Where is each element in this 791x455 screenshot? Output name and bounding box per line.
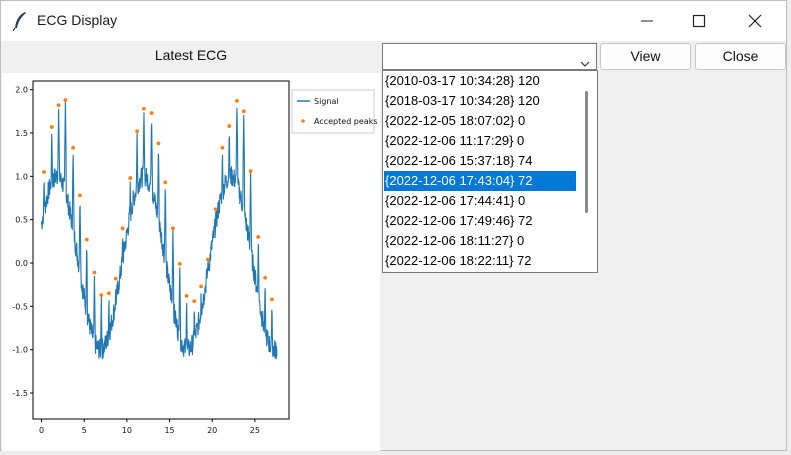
list-item-selected[interactable]: {2022-12-06 17:43:04} 72 [384,171,576,191]
latest-ecg-label: Latest ECG [154,47,228,63]
minimize-button[interactable] [621,1,673,41]
x-tick-label: 0 [39,426,44,435]
y-tick-label: 0.5 [15,216,28,225]
accepted-peak-marker [248,169,253,174]
accepted-peak-marker [78,193,82,198]
accepted-peak-marker [171,226,175,231]
accepted-peak-marker [206,257,210,262]
legend-peak-swatch [301,119,305,123]
accepted-peak-marker [256,235,261,239]
view-button[interactable]: View [600,43,691,70]
y-tick-label: -0.5 [12,302,28,311]
list-item[interactable]: {2022-12-06 15:37:18} 74 [385,153,533,168]
accepted-peak-marker [135,129,140,134]
list-item[interactable]: {2022-12-06 18:11:27} 0 [385,233,525,248]
accepted-peak-marker [92,270,97,275]
title-bar[interactable]: ECG Display [1,1,786,41]
accepted-peak-marker [120,226,125,231]
accepted-peak-marker [99,293,104,297]
ecg-chart-svg: 0 5 10 15 20 25 2.0 1.5 1.0 0.5 0.0 -0.5 -1.0 -1.5 Si… [12,80,378,435]
accepted-peak-marker [213,207,218,212]
accepted-peak-marker [56,103,61,108]
accepted-peak-marker [270,297,274,302]
list-item[interactable]: {2018-03-17 10:34:28} 120 [385,93,540,108]
y-tick-label: 1.0 [15,172,28,181]
list-item[interactable]: {2022-12-06 17:49:46} 72 [385,213,533,228]
plot-frame [32,80,290,420]
list-item[interactable]: {2022-12-06 17:44:41} 0 [385,193,526,208]
ecg-record-combobox[interactable] [382,43,597,70]
accepted-peak-marker [84,237,89,242]
feather-icon [11,11,29,32]
legend: Signal Accepted peaks [291,89,378,134]
accepted-peak-marker [199,284,204,289]
chevron-down-icon[interactable] [580,53,590,72]
close-icon [748,14,762,28]
list-item[interactable]: {2022-12-06 18:22:11} 72 [385,253,532,268]
y-tick-label: 2.0 [15,86,28,95]
list-item[interactable]: {2022-12-05 18:07:02} 0 [385,113,526,128]
accepted-peak-marker [227,124,232,128]
accepted-peak-marker [149,111,154,115]
accepted-peak-marker [107,291,111,296]
accepted-peak-marker [42,170,46,174]
y-tick-label: 0.0 [15,259,28,268]
accepted-peak-marker [177,261,182,266]
x-tick-label: 20 [207,426,217,435]
accepted-peak-marker [49,125,54,129]
x-tick-label: 5 [82,426,87,435]
accepted-peak-marker [71,145,76,150]
x-tick-label: 25 [250,426,260,435]
y-tick-label: -1.5 [12,389,28,398]
accepted-peak-marker [156,141,161,146]
legend-box [291,89,375,134]
ecg-plot: 0 5 10 15 20 25 2.0 1.5 1.0 0.5 0.0 -0.5 -1.0 -1.5 Si… [2,73,380,451]
maximize-icon [692,14,706,28]
accepted-peak-marker [63,98,68,102]
accepted-peak-marker [241,109,246,114]
accepted-peak-marker [235,99,239,103]
accepted-peak-marker [263,275,268,280]
list-item[interactable]: {2010-03-17 10:34:28} 120 [385,73,540,88]
accepted-peak-marker [192,299,197,304]
scrollbar-thumb[interactable] [585,91,588,213]
y-tick-label: -1.0 [12,346,28,355]
window-title: ECG Display [37,12,118,28]
signal-line [40,100,278,360]
x-tick-label: 15 [164,426,174,435]
accepted-peak-marker [220,145,225,150]
accepted-peak-marker [113,276,118,281]
y-tick-label: 1.5 [15,129,28,138]
close-button[interactable]: Close [695,43,786,70]
maximize-button[interactable] [673,1,725,41]
minimize-icon [641,20,653,22]
list-scrollbar[interactable] [582,73,590,271]
x-tick-label: 10 [122,426,132,435]
accepted-peak-marker [128,176,133,180]
legend-signal-label: Signal [314,97,339,106]
legend-peaks-label: Accepted peaks [314,117,378,126]
ecg-record-list[interactable]: {2010-03-17 10:34:28} 120 {2018-03-17 10… [382,70,598,273]
accepted-peak-marker [184,294,189,298]
accepted-peak-marker [142,106,146,111]
accepted-peak-marker [163,180,168,185]
window-close-button[interactable] [729,1,781,41]
list-item[interactable]: {2022-12-06 11:17:29} 0 [385,133,525,148]
